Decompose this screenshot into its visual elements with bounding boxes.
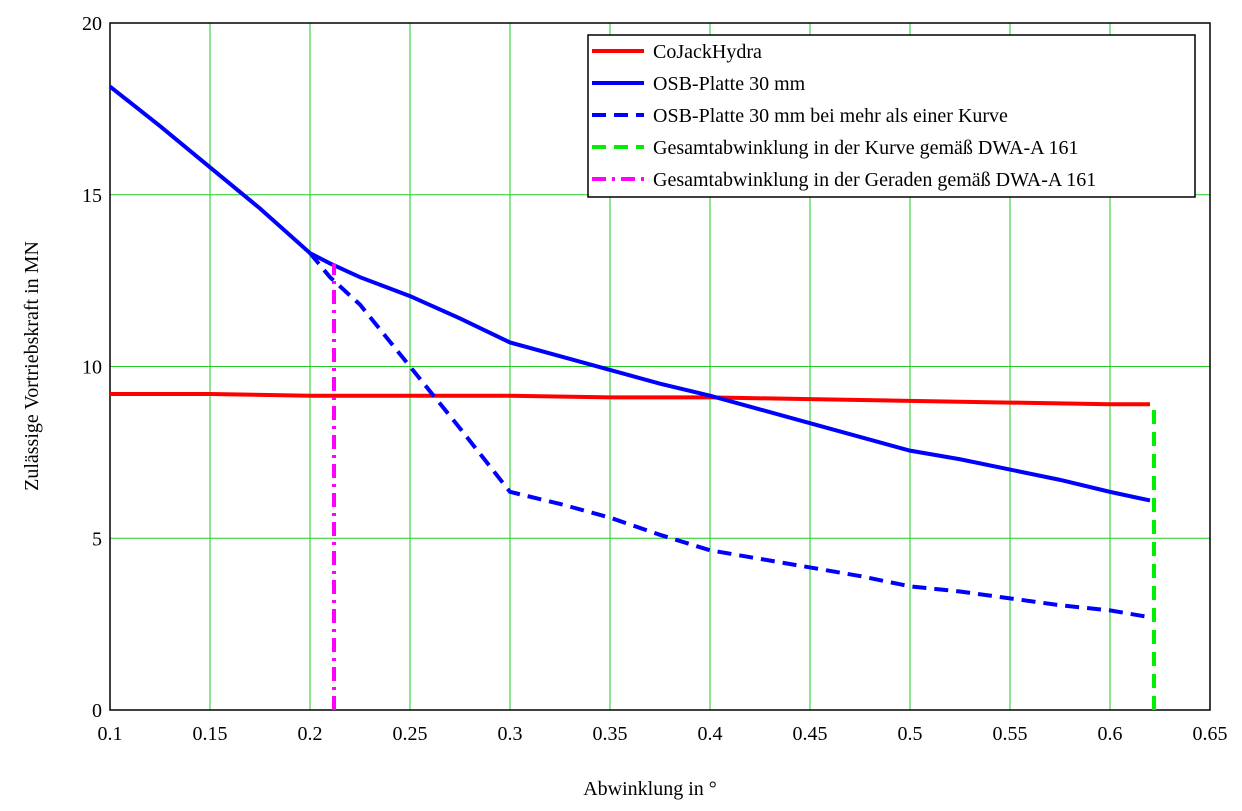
x-axis-label: Abwinklung in ° [583,778,717,800]
x-tick-label: 0.5 [898,723,923,745]
y-tick-label: 15 [82,185,102,207]
x-tick-label: 0.4 [698,723,723,745]
y-axis-label: Zulässige Vortriebskraft in MN [21,241,43,491]
x-tick-label: 0.45 [793,723,828,745]
x-tick-label: 0.25 [393,723,428,745]
legend-label: Gesamtabwinklung in der Kurve gemäß DWA-… [653,137,1078,159]
y-tick-label: 5 [92,528,102,550]
y-tick-label: 20 [82,13,102,35]
x-tick-label: 0.55 [993,723,1028,745]
series-line [308,251,1151,620]
series-line [110,391,1150,407]
y-tick-label: 10 [82,357,102,379]
plot-frame [109,22,1211,711]
series-line [108,84,1151,503]
x-tick-label: 0.35 [593,723,628,745]
x-tick-label: 0.3 [498,723,523,745]
x-tick-label: 0.2 [298,723,323,745]
x-tick-label: 0.1 [98,723,123,745]
legend-label: CoJackHydra [653,41,762,63]
x-tick-label: 0.65 [1193,723,1228,745]
x-tick-label: 0.15 [193,723,228,745]
legend-label: OSB-Platte 30 mm bei mehr als einer Kurv… [653,105,1008,127]
legend-label: OSB-Platte 30 mm [653,73,806,95]
legend-box [587,34,1196,198]
legend-label: Gesamtabwinklung in der Geraden gemäß DW… [653,169,1096,191]
x-tick-label: 0.6 [1098,723,1123,745]
y-tick-label: 0 [92,700,102,722]
